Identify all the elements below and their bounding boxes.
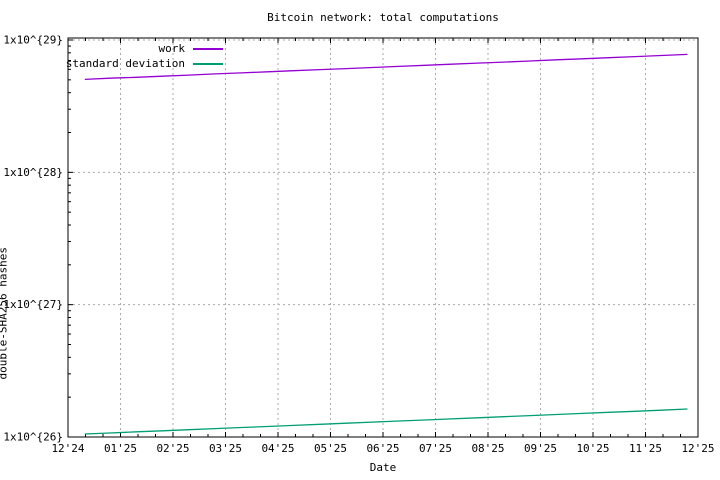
y-axis-title-text: double-SHA256 hashes bbox=[0, 246, 9, 380]
x-tick-label: 06'25 bbox=[366, 442, 399, 455]
x-tick-label: 03'25 bbox=[209, 442, 242, 455]
plot-border bbox=[67, 37, 699, 438]
y-tick-label: 1x10^{27} bbox=[3, 298, 63, 311]
x-tick-label: 05'25 bbox=[314, 442, 347, 455]
legend-item-work: work bbox=[0, 41, 223, 56]
x-tick-label: 12'24 bbox=[51, 442, 84, 455]
x-tick-label: 07'25 bbox=[419, 442, 452, 455]
x-tick-label: 09'25 bbox=[524, 442, 557, 455]
standard-deviation-line-swatch bbox=[193, 62, 223, 65]
legend-item-standard-deviation: standard deviation bbox=[0, 56, 223, 71]
y-tick-label: 1x10^{28} bbox=[3, 166, 63, 179]
series-line-standard-deviation bbox=[84, 408, 688, 435]
work-line-swatch bbox=[193, 47, 223, 50]
x-axis-title: Date bbox=[369, 461, 397, 474]
y-tick-label: 1x10^{26} bbox=[3, 431, 63, 444]
legend: work standard deviation bbox=[0, 41, 223, 71]
series-line-work bbox=[84, 53, 688, 81]
legend-label-work: work bbox=[158, 42, 186, 55]
x-tick-label: 02'25 bbox=[156, 442, 189, 455]
x-tick-label: 04'25 bbox=[261, 442, 294, 455]
x-tick-label: 01'25 bbox=[104, 442, 137, 455]
chart-title: Bitcoin network: total computations bbox=[267, 11, 499, 24]
x-tick-label: 10'25 bbox=[576, 442, 609, 455]
legend-label-standard-deviation: standard deviation bbox=[65, 57, 185, 70]
x-tick-label: 12'25 bbox=[681, 442, 714, 455]
x-tick-label: 11'25 bbox=[629, 442, 662, 455]
x-tick-label: 08'25 bbox=[471, 442, 504, 455]
y-tick-label: 1x10^{29} bbox=[3, 34, 63, 47]
